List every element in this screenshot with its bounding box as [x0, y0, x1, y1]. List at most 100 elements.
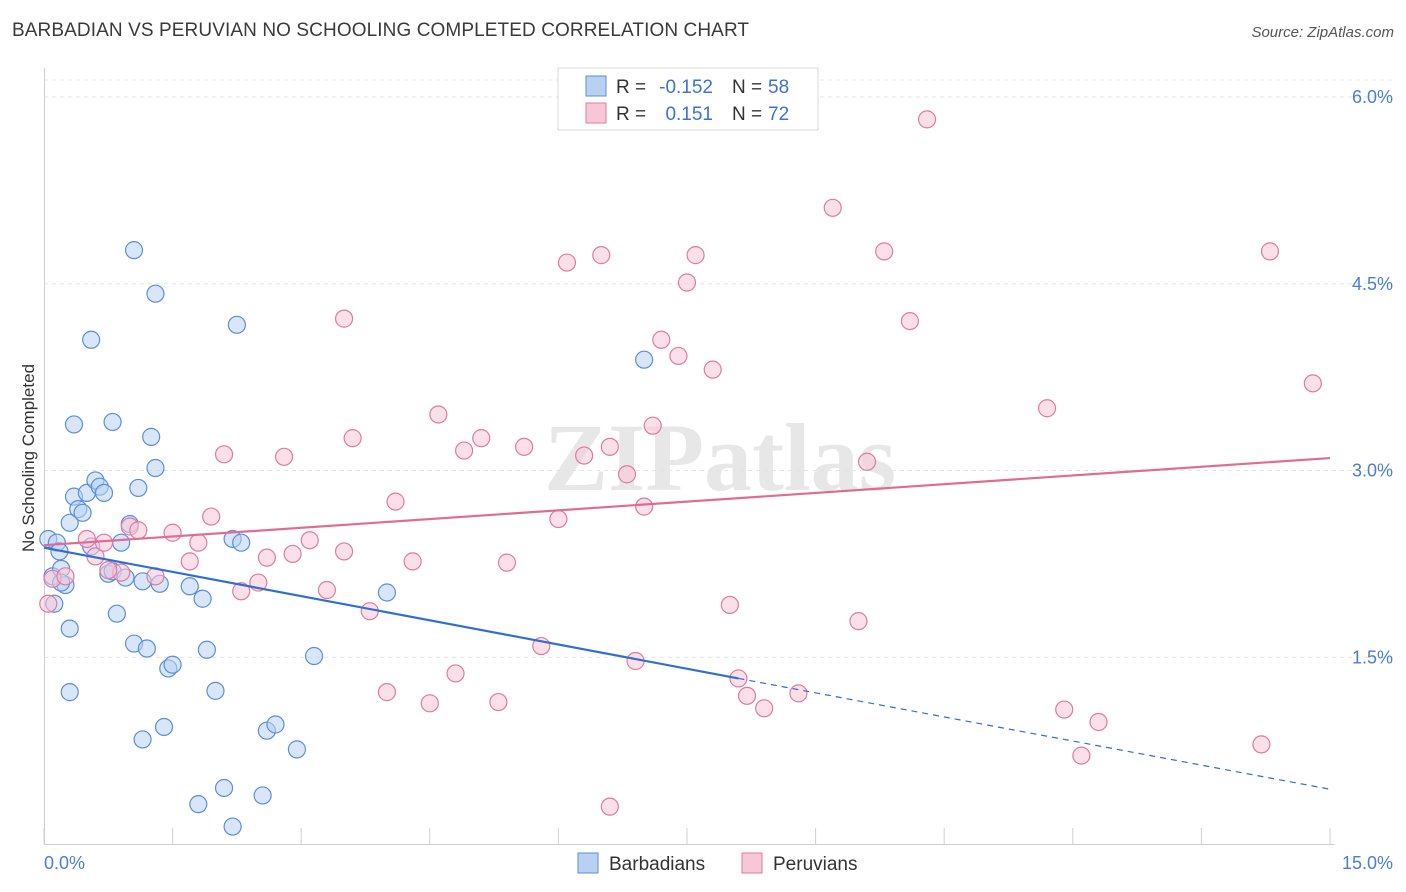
- peruvian-point: [56, 567, 75, 586]
- peruvian-point: [163, 523, 182, 542]
- peruvian-point: [454, 441, 474, 460]
- peruvian-point: [334, 309, 354, 328]
- peruvian-point: [489, 692, 508, 712]
- peruvian-point: [720, 595, 739, 615]
- peruvian-point: [600, 797, 619, 816]
- chart-title: BARBADIAN VS PERUVIAN NO SCHOOLING COMPL…: [12, 20, 750, 41]
- barbadian-point: [377, 583, 397, 602]
- correlation-legend: R = -0.152 N = 58 R = 0.151 N = 72: [557, 67, 819, 131]
- barbadian-point: [214, 778, 234, 798]
- barbadian-point: [107, 604, 126, 623]
- peruvian-point: [429, 405, 448, 424]
- peruvian-point: [1303, 374, 1322, 393]
- peruvian-point: [652, 330, 671, 349]
- y-tick-label: 1.5%: [1352, 647, 1393, 667]
- peruvian-point: [403, 552, 422, 571]
- x-tick-label-max: 15.0%: [1342, 853, 1393, 873]
- peruvian-point: [189, 533, 208, 552]
- barbadian-point: [189, 795, 208, 814]
- peruvian-point: [99, 560, 118, 580]
- peruvian-point: [635, 497, 654, 516]
- peruvian-point: [1055, 700, 1074, 719]
- legend-n-label-peruvians: N =: [732, 104, 762, 125]
- peruvian-point: [283, 544, 302, 564]
- peruvian-point: [875, 242, 894, 261]
- barbadian-point: [223, 817, 242, 836]
- barbadian-point: [266, 715, 285, 734]
- peruvian-point: [900, 312, 920, 331]
- watermark: ZIPatlas: [544, 404, 896, 511]
- peruvian-point: [857, 452, 877, 471]
- y-tick-label: 3.0%: [1352, 461, 1393, 481]
- barbadian-point: [124, 241, 144, 260]
- legend-r-value-barbadians: -0.152: [659, 77, 713, 98]
- peruvians-points: [39, 110, 1322, 816]
- peruvian-point: [472, 429, 491, 448]
- barbadian-point: [64, 415, 84, 434]
- peruvian-point: [377, 683, 397, 702]
- peruvian-point: [823, 198, 842, 217]
- legend-swatch-peruvians: [585, 102, 607, 124]
- peruvian-point: [180, 552, 199, 571]
- barbadian-point: [287, 740, 307, 759]
- barbadian-point: [73, 503, 92, 522]
- peruvian-point: [300, 531, 319, 550]
- peruvian-point: [686, 246, 705, 265]
- y-tick-labels: 1.5% 3.0% 4.5% 6.0%: [1352, 87, 1393, 667]
- peruvian-point: [274, 447, 294, 466]
- peruvian-point: [703, 360, 722, 379]
- barbadian-point: [82, 330, 101, 349]
- barbadians-trend-extension: [738, 677, 1331, 790]
- axes: [44, 68, 1335, 845]
- peruvian-point: [643, 416, 662, 435]
- barbadian-point: [227, 315, 246, 334]
- legend-n-label-barbadians: N =: [732, 77, 762, 98]
- y-tick-label: 6.0%: [1352, 87, 1393, 107]
- bottom-legend-swatch-peruvians: [741, 852, 763, 874]
- barbadian-point: [94, 483, 114, 503]
- barbadian-point: [60, 683, 79, 702]
- barbadian-point: [163, 655, 182, 674]
- barbadian-point: [253, 786, 272, 805]
- barbadian-point: [129, 478, 148, 498]
- peruvian-point: [420, 694, 439, 713]
- peruvian-point: [202, 507, 221, 526]
- legend-swatch-barbadians: [585, 75, 607, 97]
- peruvian-point: [343, 429, 362, 448]
- peruvian-point: [94, 533, 114, 552]
- peruvian-point: [617, 465, 637, 484]
- legend-n-value-barbadians: 58: [768, 77, 789, 98]
- peruvian-point: [446, 664, 465, 683]
- bottom-legend-swatch-barbadians: [577, 852, 599, 874]
- peruvian-point: [549, 509, 568, 529]
- barbadian-point: [180, 577, 199, 596]
- y-tick-label: 4.5%: [1352, 274, 1393, 294]
- peruvian-point: [1089, 712, 1108, 732]
- bottom-legend-label-peruvians: Peruvians: [773, 854, 858, 875]
- peruvian-point: [257, 548, 277, 567]
- barbadian-point: [154, 717, 174, 737]
- y-axis-label: No Schooling Completed: [19, 364, 38, 552]
- trend-lines: [43, 456, 1331, 790]
- peruvian-point: [497, 553, 517, 572]
- legend-r-label-peruvians: R =: [616, 104, 646, 125]
- legend-n-value-peruvians: 72: [768, 104, 789, 125]
- peruvian-point: [575, 446, 594, 465]
- series-legend: Barbadians Peruvians: [577, 852, 858, 875]
- x-tick-label-min: 0.0%: [44, 853, 85, 873]
- barbadian-point: [193, 589, 212, 608]
- barbadian-point: [146, 458, 165, 478]
- barbadian-point: [60, 619, 79, 638]
- peruvian-point: [214, 445, 234, 464]
- barbadian-point: [137, 639, 156, 658]
- peruvian-point: [849, 612, 868, 631]
- peruvian-point: [386, 492, 405, 511]
- peruvian-point: [669, 346, 688, 366]
- peruvian-point: [557, 253, 577, 272]
- bottom-legend-label-barbadians: Barbadians: [609, 854, 705, 875]
- barbadian-point: [635, 350, 654, 369]
- peruvian-point: [737, 686, 757, 705]
- peruvian-point: [334, 542, 354, 561]
- barbadian-point: [232, 533, 251, 552]
- barbadian-point: [206, 681, 225, 700]
